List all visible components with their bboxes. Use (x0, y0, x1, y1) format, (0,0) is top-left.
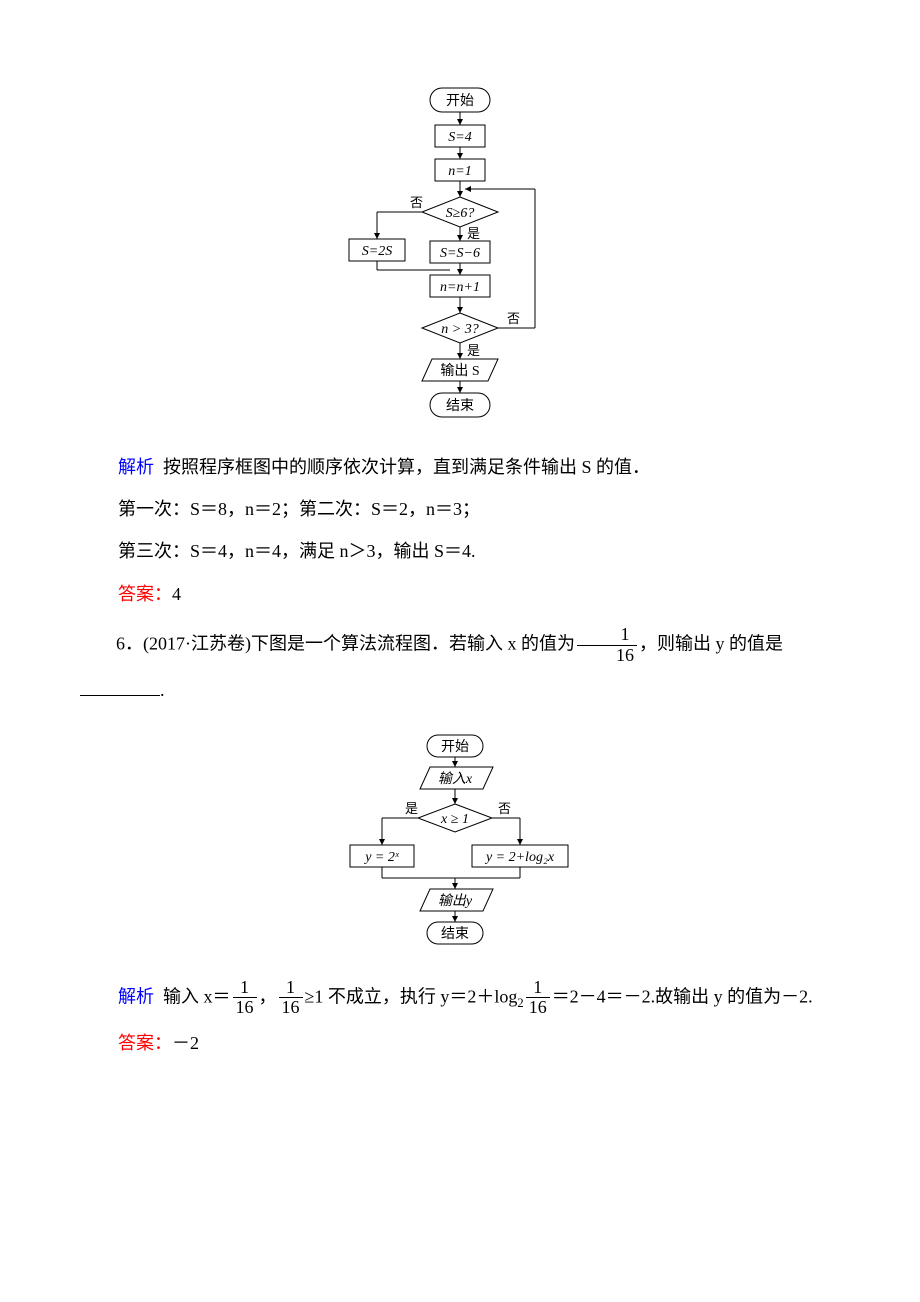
fc2-y2-label: y = 2+log₂x (484, 850, 555, 865)
answer1: 答案：4 (80, 577, 840, 611)
fc1-nn1-label: n=n+1 (440, 280, 480, 295)
flowchart-1: 开始 S=4 n=1 S≥6? 否 S=2S 是 S=S−6 n=n+1 n >… (80, 80, 840, 430)
fc2-y1-label: y = 2ˣ (363, 850, 400, 865)
fc2-inx-label: 输入x (438, 771, 473, 787)
answer1-value: 4 (172, 584, 181, 604)
fc1-end-label: 结束 (446, 398, 474, 414)
q6-after: ，则输出 y 的值是 (639, 633, 783, 653)
solution1-line1: 解析 按照程序框图中的顺序依次计算，直到满足条件输出 S 的值． (80, 450, 840, 484)
flowchart-2: 开始 输入x x ≥ 1 是 否 y = 2ˣ y = 2+log₂x 输出y … (80, 728, 840, 958)
solution1-label: 解析 (118, 457, 154, 477)
s2-f3: 116 (526, 978, 550, 1019)
fc2-end-label: 结束 (441, 926, 469, 942)
solution1-line3: 第三次：S＝4，n＝4，满足 n＞3，输出 S＝4. (80, 534, 840, 568)
q6-source: (2017·江苏卷) (143, 633, 251, 653)
fc1-out-label: 输出 S (440, 363, 479, 379)
q6-blank: . (80, 673, 840, 707)
fc2-no: 否 (498, 801, 511, 816)
fc1-cond2-label: n > 3? (441, 322, 478, 337)
fc2-cond-label: x ≥ 1 (440, 812, 469, 827)
answer2: 答案：－2 (80, 1026, 840, 1060)
fc2-start-label: 开始 (441, 739, 469, 755)
answer2-value: －2 (172, 1033, 199, 1053)
answer1-label: 答案： (118, 584, 172, 604)
fc1-s2s-label: S=2S (362, 244, 392, 259)
solution1-text1: 按照程序框图中的顺序依次计算，直到满足条件输出 S 的值． (163, 457, 650, 477)
flowchart-2-svg: 开始 输入x x ≥ 1 是 否 y = 2ˣ y = 2+log₂x 输出y … (320, 728, 600, 958)
solution1-line2: 第一次：S＝8，n＝2；第二次：S＝2，n＝3； (80, 492, 840, 526)
s2-t4: ＝2－4＝－2.故输出 y 的值为－2. (552, 986, 813, 1006)
fc1-s4-label: S=4 (448, 130, 471, 145)
s2-t3: ≥1 不成立，执行 y＝2＋log (305, 986, 518, 1006)
fc1-cond1-yes: 是 (467, 226, 480, 241)
question-6: 6．(2017·江苏卷)下图是一个算法流程图．若输入 x 的值为116，则输出 … (80, 625, 840, 666)
solution2-label: 解析 (118, 986, 154, 1006)
fc2-outy-label: 输出y (438, 893, 473, 909)
s2-f2: 116 (279, 978, 303, 1019)
s2-f1: 116 (233, 978, 257, 1019)
fc1-cond2-no: 否 (507, 311, 520, 326)
fc1-cond1-no: 否 (410, 195, 423, 210)
fc1-n1-label: n=1 (448, 164, 471, 179)
flowchart-1-svg: 开始 S=4 n=1 S≥6? 否 S=2S 是 S=S−6 n=n+1 n >… (335, 80, 585, 430)
s2-t2: ， (259, 986, 277, 1006)
q6-frac: 116 (577, 625, 637, 666)
solution2: 解析 输入 x＝116，116≥1 不成立，执行 y＝2＋log2116＝2－4… (80, 978, 840, 1019)
s2-t1: 输入 x＝ (163, 986, 231, 1006)
fc1-cond1-label: S≥6? (446, 206, 475, 221)
fc2-yes: 是 (405, 801, 418, 816)
fc1-cond2-yes: 是 (467, 343, 480, 358)
s2-sub: 2 (517, 996, 523, 1010)
q6-before: 下图是一个算法流程图．若输入 x 的值为 (251, 633, 575, 653)
fc1-sm6-label: S=S−6 (440, 246, 480, 261)
q6-number: 6． (116, 633, 143, 653)
answer2-label: 答案： (118, 1033, 172, 1053)
fc1-start-label: 开始 (446, 93, 474, 109)
